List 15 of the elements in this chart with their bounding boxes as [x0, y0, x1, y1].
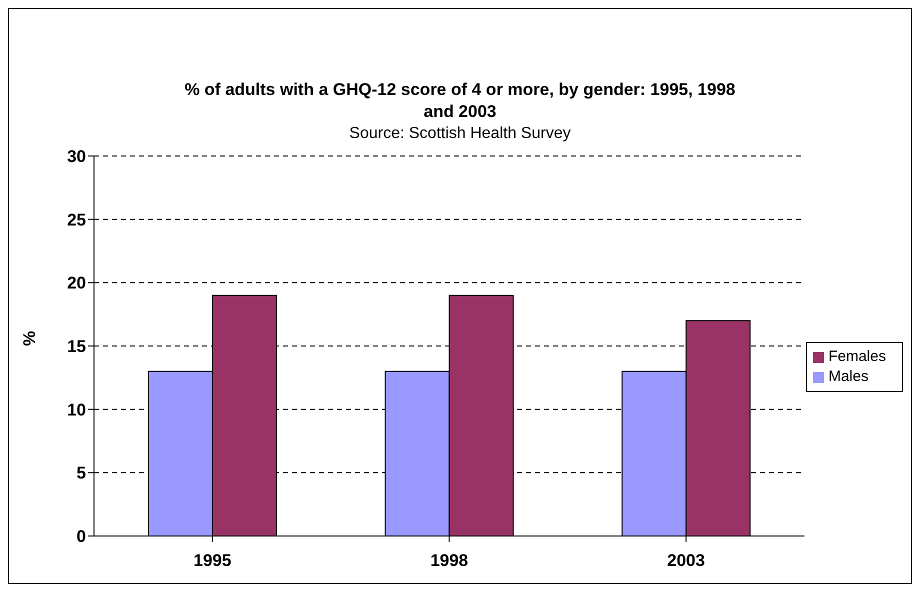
y-tick-label: 30	[67, 147, 86, 166]
x-tick-label: 1998	[430, 551, 468, 570]
x-tick-label: 1995	[193, 551, 232, 570]
chart-title: % of adults with a GHQ-12 score of 4 or more, by gender: 1995, 1998 and 2003	[184, 79, 736, 123]
y-tick-label: 0	[76, 527, 86, 546]
legend-label: Females	[828, 348, 886, 365]
y-axis-title: %	[20, 330, 40, 346]
y-tick-label: 10	[67, 400, 86, 420]
chart-subtitle: Source: Scottish Health Survey	[348, 125, 572, 143]
y-tick-label: 20	[67, 274, 86, 293]
legend-label: Males	[828, 368, 868, 385]
x-tick-label: 2003	[667, 551, 705, 570]
y-tick-label: 15	[67, 337, 86, 356]
y-tick-label: 25	[67, 210, 86, 230]
y-tick-label: 5	[76, 464, 86, 483]
